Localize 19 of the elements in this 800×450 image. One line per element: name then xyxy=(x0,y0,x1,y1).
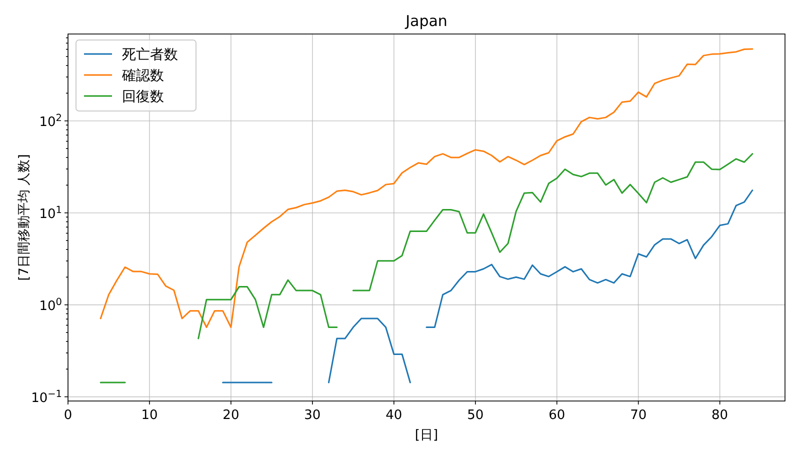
x-tick-label: 40 xyxy=(386,408,402,423)
legend-label: 回復数 xyxy=(122,89,164,105)
y-tick-label: 10$^{−1}$ xyxy=(31,388,62,406)
x-tick-label: 80 xyxy=(712,408,728,423)
y-tick-label: 10$^{0}$ xyxy=(39,296,62,314)
legend-label: 死亡者数 xyxy=(122,47,178,63)
x-tick-label: 50 xyxy=(467,408,484,423)
y-tick-label: 10$^{2}$ xyxy=(39,112,62,130)
x-tick-label: 70 xyxy=(630,408,647,423)
y-axis-title: [7日間移動平均 人数] xyxy=(17,154,32,281)
legend-label: 確認数 xyxy=(121,68,164,84)
x-tick-label: 10 xyxy=(141,408,158,423)
x-tick-label: 30 xyxy=(304,408,321,423)
y-tick-label: 10$^{1}$ xyxy=(39,204,62,222)
x-tick-label: 60 xyxy=(548,408,566,423)
x-tick-label: 20 xyxy=(222,408,240,423)
chart-title: Japan xyxy=(404,12,448,30)
x-tick-label: 0 xyxy=(64,408,72,423)
x-axis-title: [日] xyxy=(414,428,438,443)
